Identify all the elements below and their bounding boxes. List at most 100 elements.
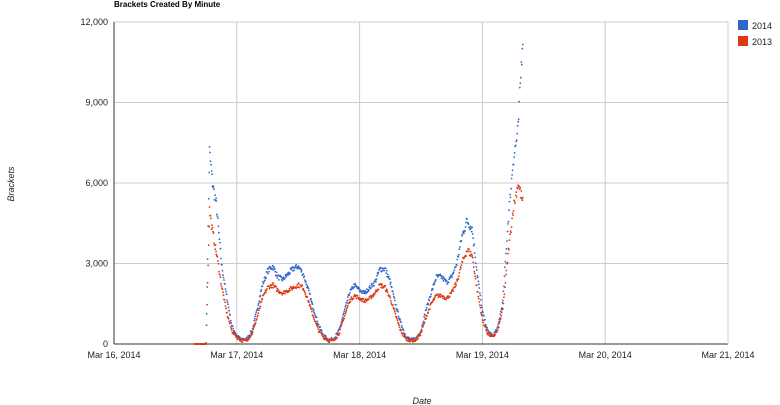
data-point — [362, 298, 365, 300]
data-point — [298, 286, 301, 289]
data-point — [508, 200, 511, 203]
data-point — [311, 303, 314, 305]
data-point — [371, 283, 373, 286]
data-point — [271, 284, 273, 286]
data-point — [344, 311, 347, 314]
data-point — [205, 312, 208, 315]
data-point — [259, 305, 262, 308]
data-point — [483, 324, 486, 327]
data-point — [392, 290, 394, 293]
legend[interactable]: 2014 2013 — [738, 20, 772, 47]
data-point — [313, 311, 315, 313]
data-point — [207, 244, 210, 247]
legend-swatch-2014[interactable] — [738, 20, 748, 30]
data-point — [313, 318, 315, 321]
data-point — [316, 322, 319, 325]
data-point — [393, 297, 396, 299]
tick-labels: 0 3,000 6,000 9,000 12,000 Mar 16, 2014 Mar 17… — [80, 17, 754, 360]
data-point — [227, 306, 230, 309]
legend-label-2014[interactable]: 2014 — [752, 21, 772, 31]
data-point — [296, 283, 299, 286]
data-point — [467, 223, 470, 225]
data-point — [259, 294, 262, 297]
data-point — [458, 248, 461, 251]
data-point — [293, 269, 295, 272]
data-point — [430, 293, 433, 296]
data-point — [427, 303, 430, 306]
data-point — [521, 196, 524, 199]
data-point — [477, 283, 480, 286]
data-point — [452, 271, 455, 274]
data-point — [330, 336, 333, 339]
data-point — [265, 277, 267, 280]
data-point — [475, 266, 478, 268]
x-tick-label: Mar 17, 2014 — [210, 350, 263, 360]
data-point — [503, 293, 506, 296]
data-point — [319, 325, 322, 328]
data-point — [285, 289, 288, 292]
data-point — [450, 274, 453, 277]
data-point — [505, 273, 507, 276]
data-point — [477, 295, 480, 298]
data-point — [252, 328, 255, 331]
axes — [113, 22, 729, 345]
data-point — [398, 326, 401, 328]
data-point — [504, 286, 506, 289]
data-point — [216, 215, 219, 218]
data-point — [241, 341, 244, 344]
data-point — [461, 234, 463, 237]
data-point — [341, 316, 344, 319]
data-point — [221, 263, 223, 266]
data-point — [521, 47, 524, 50]
data-point — [446, 283, 448, 285]
data-point — [442, 295, 445, 298]
data-point — [509, 193, 511, 196]
data-point — [473, 252, 476, 255]
data-point — [464, 229, 466, 232]
data-point — [461, 233, 464, 236]
data-point — [413, 337, 416, 340]
data-point — [277, 279, 280, 281]
data-point — [469, 225, 472, 228]
data-point — [287, 274, 289, 277]
data-point — [215, 250, 218, 253]
data-point — [374, 292, 376, 295]
data-point — [370, 295, 372, 297]
data-point — [479, 306, 482, 309]
data-point — [385, 272, 388, 274]
data-point — [485, 330, 488, 332]
data-point — [396, 317, 398, 320]
data-point — [507, 220, 510, 223]
data-point — [510, 187, 512, 190]
data-point — [310, 297, 312, 300]
data-point — [473, 270, 476, 273]
data-point — [310, 308, 313, 311]
data-point — [353, 285, 356, 288]
data-point — [283, 278, 286, 281]
data-point — [306, 295, 309, 298]
legend-label-2013[interactable]: 2013 — [752, 37, 772, 47]
data-point — [445, 279, 448, 282]
data-point — [484, 325, 487, 328]
legend-swatch-2013[interactable] — [738, 36, 748, 46]
data-point — [340, 324, 343, 327]
data-point — [220, 282, 222, 285]
data-point — [228, 309, 231, 312]
data-point — [309, 306, 312, 308]
data-point — [463, 232, 465, 235]
data-point — [316, 320, 318, 323]
data-point — [263, 280, 265, 283]
data-point — [308, 289, 310, 292]
data-point — [212, 185, 215, 188]
data-point — [516, 132, 519, 135]
data-point — [370, 297, 373, 300]
data-point — [460, 264, 463, 266]
data-point — [417, 337, 419, 340]
data-point — [514, 202, 516, 205]
data-point — [397, 310, 399, 313]
data-point — [308, 301, 310, 304]
y-tick-label: 3,000 — [85, 259, 108, 269]
data-point — [370, 287, 372, 289]
data-point — [466, 218, 468, 221]
data-point — [290, 268, 293, 271]
